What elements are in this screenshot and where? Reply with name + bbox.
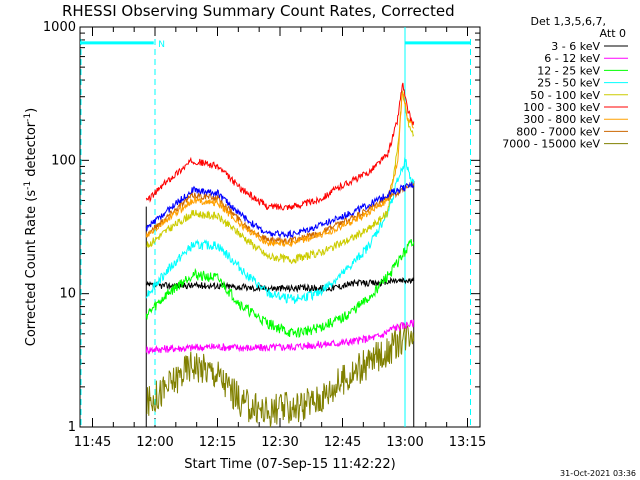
series-line-total: [145, 181, 415, 239]
y-tick-label: 10: [59, 287, 76, 302]
series-line-3: [145, 157, 415, 304]
y-label-end: ): [24, 108, 39, 113]
y-label-sup-1: -1: [23, 181, 33, 190]
x-tick-label: 12:45: [324, 435, 361, 450]
series-line-1: [145, 319, 415, 356]
x-tick-label: 11:45: [74, 435, 111, 450]
legend-label: 300 - 800 keV: [523, 113, 600, 126]
legend-label: 3 - 6 keV: [551, 40, 600, 53]
plot-area: 1 10 100 1000 11:45 12:00 12:15 12:30 12:45 13:00…: [43, 20, 486, 450]
legend-header-line-2: Att 0: [600, 27, 626, 40]
series-line-2: [145, 239, 415, 339]
legend-label: 7000 - 15000 keV: [502, 138, 600, 151]
series-line-5: [145, 82, 415, 211]
legend-label: 25 - 50 keV: [537, 77, 600, 90]
y-label-main: Corrected Count Rate (s: [24, 190, 39, 347]
y-tick-label: 1000: [43, 20, 76, 35]
legend-header-line-1: Det 1,3,5,6,7,: [530, 15, 606, 28]
legend-label: 50 - 100 keV: [530, 89, 600, 102]
legend-label: 12 - 25 keV: [537, 64, 600, 77]
series-line-4: [146, 89, 415, 265]
x-tick-label: 13:00: [386, 435, 423, 450]
plot-frame: [79, 26, 481, 428]
y-tick-label: 100: [51, 153, 76, 168]
legend-label: 800 - 7000 keV: [516, 125, 600, 138]
y-label-sup-2: -1: [23, 113, 33, 122]
x-tick-label: 12:00: [136, 435, 173, 450]
timestamp: 31-Oct-2021 03:36: [560, 469, 636, 478]
saa-marker-label: N: [158, 40, 165, 50]
x-axis-label: Start Time (07-Sep-15 11:42:22): [184, 457, 395, 472]
series-line-8: [146, 323, 415, 428]
x-tick-label: 12:15: [199, 435, 236, 450]
y-tick-label: 1: [68, 420, 76, 435]
legend-label: 6 - 12 keV: [544, 52, 600, 65]
chart-title: RHESSI Observing Summary Count Rates, Co…: [62, 2, 455, 20]
series-line-0: [146, 276, 415, 294]
series-line-7: [145, 181, 415, 246]
series-line-6: [145, 92, 415, 248]
y-axis-label: Corrected Count Rate (s-1 detector-1): [23, 108, 39, 346]
legend-header: Det 1,3,5,6,7, Att 0: [530, 15, 626, 40]
x-tick-label: 12:30: [261, 435, 298, 450]
legend-label: 100 - 300 keV: [523, 101, 600, 114]
y-label-mid: detector: [24, 121, 39, 181]
x-tick-label: 13:15: [449, 435, 486, 450]
